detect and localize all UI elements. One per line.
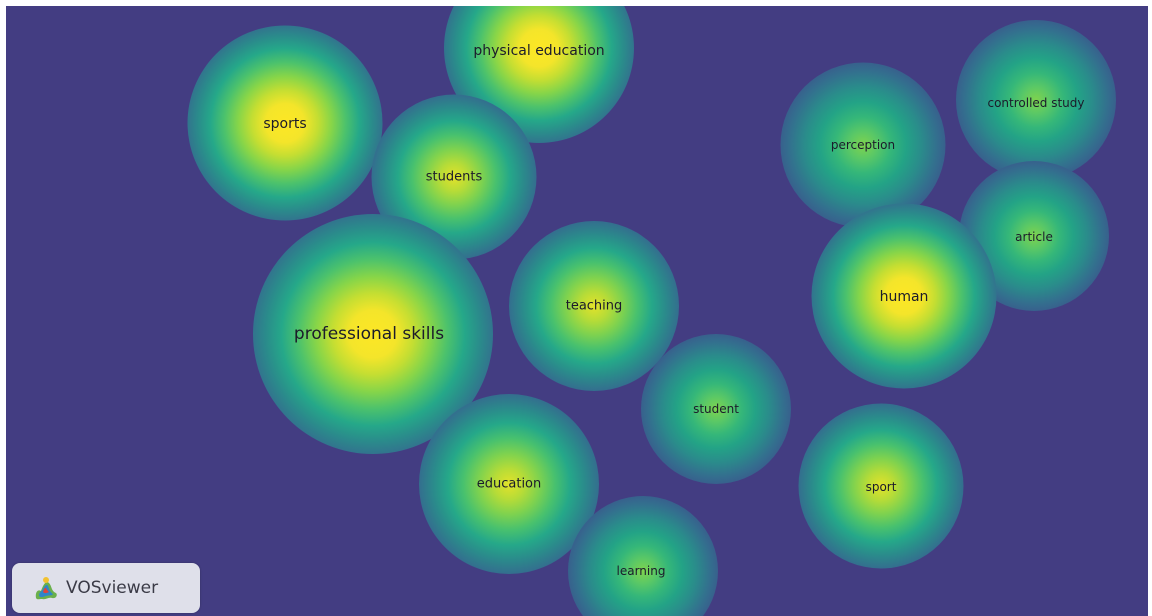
term-label-physical-education[interactable]: physical education (473, 43, 605, 59)
vosviewer-logo: VOSviewer (12, 563, 200, 613)
term-label-article[interactable]: article (1015, 230, 1053, 244)
term-label-controlled-study[interactable]: controlled study (987, 96, 1085, 110)
term-label-teaching[interactable]: teaching (565, 298, 623, 314)
term-label-learning[interactable]: learning (616, 564, 666, 578)
density-visualization-canvas[interactable]: physical education sports students perce… (6, 6, 1148, 616)
term-label-student[interactable]: student (693, 402, 739, 416)
term-label-education[interactable]: education (476, 476, 542, 492)
term-label-perception[interactable]: perception (830, 138, 896, 152)
term-label-sport[interactable]: sport (865, 480, 897, 494)
density-blob-learning (568, 496, 718, 616)
term-label-sports[interactable]: sports (263, 116, 307, 132)
term-label-human[interactable]: human (879, 289, 929, 305)
vosviewer-logo-text: VOSviewer (66, 578, 159, 598)
density-blob-physical-education (444, 6, 634, 143)
term-label-professional-skills[interactable]: professional skills (293, 324, 445, 344)
term-label-students[interactable]: students (425, 169, 483, 185)
vosviewer-logo-icon (35, 577, 57, 600)
